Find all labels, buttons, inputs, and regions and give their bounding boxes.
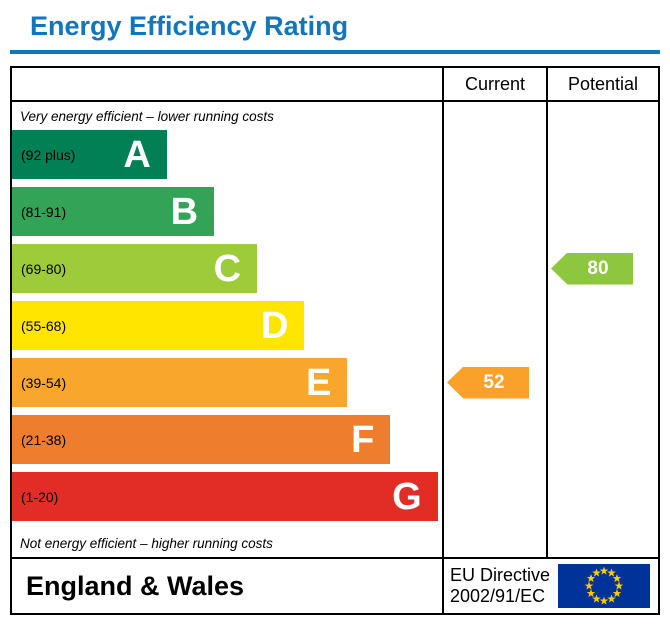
band-range-label: (55-68) [21,317,67,334]
epc-band: (92 plus) A [12,130,167,179]
title-rule [10,50,660,54]
potential-arrow: 80 [551,252,633,285]
current-value: 52 [483,371,505,393]
band-letter: C [213,247,242,290]
eu-flag [558,564,651,608]
band-range-label: (92 plus) [21,146,76,163]
band-range-label: (1-20) [21,488,59,505]
page-title: Energy Efficiency Rating [30,11,349,41]
band-letter: G [392,475,422,518]
band-range-label: (39-54) [21,374,67,391]
band-letter: F [351,418,375,461]
top-note: Very energy efficient – lower running co… [20,108,274,124]
epc-band: (21-38) F [12,415,391,464]
epc-band: (39-54) E [12,358,348,407]
potential-value: 80 [587,257,609,279]
epc-band: (55-68) D [12,301,305,350]
bottom-note: Not energy efficient – higher running co… [20,535,273,551]
potential-column: 80 [546,102,658,559]
band-letter: B [170,190,199,233]
region-label: England & Wales [26,570,245,601]
band-letter: D [260,304,289,347]
current-column-header: Current [442,68,546,102]
band-letter: A [123,133,151,176]
bands-area: Very energy efficient – lower running co… [12,102,442,559]
current-arrow: 52 [447,366,529,399]
eu-directive-section: EU Directive 2002/91/EC [442,559,658,613]
potential-column-header: Potential [546,68,658,102]
band-range-label: (69-80) [21,260,67,277]
chart-corner-cell [12,68,442,102]
rating-table: Current Potential Very energy efficient … [10,66,660,615]
epc-band: (81-91) B [12,187,215,236]
eu-directive-label: EU Directive 2002/91/EC [450,565,551,606]
band-range-label: (81-91) [21,203,67,220]
epc-band: (69-80) C [12,244,258,293]
current-column: 52 [442,102,546,559]
band-range-label: (21-38) [21,431,67,448]
band-letter: E [306,361,332,404]
epc-band: (1-20) G [12,472,438,521]
